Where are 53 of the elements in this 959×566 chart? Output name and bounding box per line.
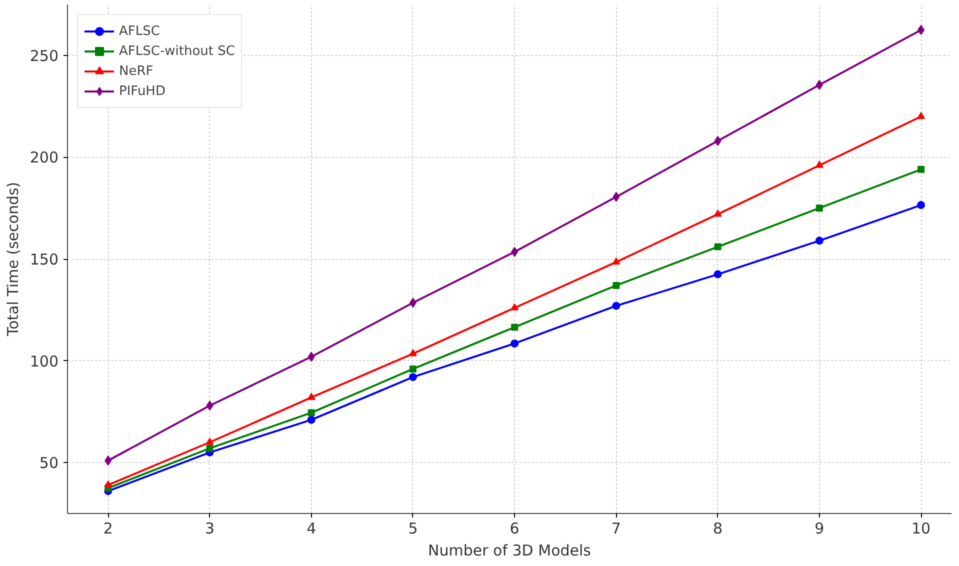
point [408,373,417,382]
x-tick-label: 8 [713,520,723,538]
x-tick-label: 10 [911,520,931,538]
point [409,298,416,308]
legend-label: AFLSC-without SC [119,44,235,58]
x-axis-title: Number of 3D Models [428,542,592,560]
y-tick-label: 100 [30,352,59,370]
point [511,324,518,331]
point [409,365,416,372]
x-tick-label: 9 [814,520,824,538]
point [308,409,315,416]
y-tick-label: 200 [30,148,59,167]
point [612,192,620,202]
point [104,480,112,488]
x-tick-label: 7 [611,520,621,538]
y-tick-label: 150 [30,250,59,268]
point [612,282,620,289]
legend-label: NeRF [119,64,154,78]
point [612,258,620,265]
legend-label: PIFuHD [119,84,166,98]
point [917,112,926,119]
legend-label: AFLSC [119,24,160,38]
point [206,400,214,411]
point [816,80,823,90]
point [714,243,722,250]
y-tick-label: 50 [39,454,59,472]
point [307,392,316,400]
point [408,349,417,356]
point [714,136,722,146]
point [612,302,620,310]
point [918,24,925,35]
point [307,416,316,424]
x-tick-label: 4 [306,520,316,538]
point [510,303,519,310]
y-axis-title: Total Time (seconds) [4,182,22,338]
point [815,160,824,168]
x-tick-label: 5 [408,520,418,538]
point [917,201,926,210]
point [206,438,214,445]
point [918,166,925,173]
point [510,340,519,348]
point [714,210,722,217]
x-tick-label: 6 [510,520,520,538]
point [206,444,214,452]
y-tick-label: 250 [30,46,59,65]
point [104,456,112,466]
point [816,204,823,212]
point [308,352,315,362]
x-tick-label: 2 [103,520,113,538]
point [714,270,722,278]
point [511,246,518,257]
x-tick-label: 3 [204,520,215,538]
point [815,236,824,245]
